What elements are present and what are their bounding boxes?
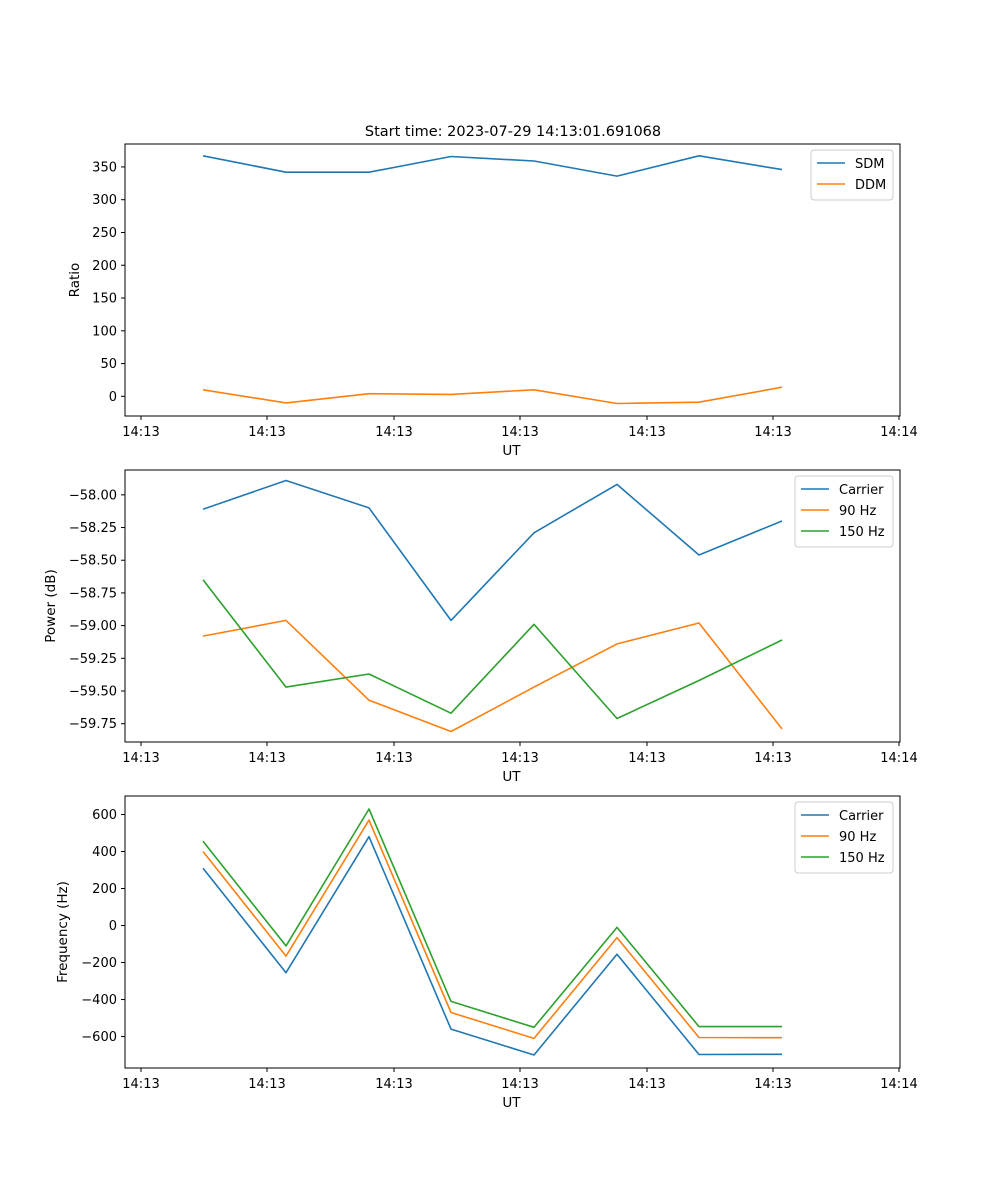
ratio-panel: 14:13 14:13 14:13 14:13 14:13 14:13 14:14 0 50 10…	[67, 143, 918, 459]
y-tick-label: 400	[92, 845, 117, 860]
y-tick-label: 150	[92, 292, 117, 307]
x-tick-label: 14:13	[501, 425, 538, 440]
y-tick-label: −58.00	[69, 488, 117, 503]
x-axis-label: UT	[502, 443, 521, 459]
legend-label: 150 Hz	[839, 851, 885, 866]
y-tick-label: 100	[92, 324, 117, 339]
axes-frame	[124, 469, 901, 743]
y-tick-label: 0	[109, 919, 117, 934]
frequency-panel: 14:13 14:13 14:13 14:13 14:13 14:13 14:14 600 40…	[55, 795, 918, 1111]
x-tick-label: 14:13	[375, 425, 412, 440]
x-tick-label: 14:13	[754, 751, 791, 766]
x-tick-label: 14:13	[122, 425, 159, 440]
x-tick-label: 14:13	[375, 751, 412, 766]
y-tick-label: 600	[92, 808, 117, 823]
y-tick-label: −600	[81, 1030, 117, 1045]
x-tick-label: 14:13	[501, 751, 538, 766]
axes-frame	[124, 795, 901, 1069]
legend-label: DDM	[855, 178, 886, 193]
x-tick-label: 14:13	[754, 1077, 791, 1092]
series-line-carrier	[202, 479, 783, 622]
legend-label: Carrier	[839, 809, 884, 824]
legend-box	[794, 475, 894, 548]
y-tick-label: 200	[92, 882, 117, 897]
x-tick-label: 14:13	[248, 751, 285, 766]
y-tick-label: −58.50	[69, 554, 117, 569]
legend-label: SDM	[855, 157, 884, 172]
series-line-sdm	[202, 155, 783, 177]
x-tick-label: 14:13	[754, 425, 791, 440]
y-tick-label: −59.00	[69, 619, 117, 634]
y-tick-label: 350	[92, 160, 117, 175]
y-tick-label: 250	[92, 226, 117, 241]
y-tick-label: −58.75	[69, 586, 117, 601]
y-tick-label: 200	[92, 259, 117, 274]
series-line-90-hz	[202, 819, 783, 1040]
series-line-ddm	[202, 386, 783, 405]
power-panel: 14:13 14:13 14:13 14:13 14:13 14:13 14:14 −58.0…	[43, 469, 918, 785]
y-tick-label: −58.25	[69, 521, 117, 536]
x-axis-label: UT	[502, 1095, 521, 1111]
x-tick-label: 14:14	[880, 1077, 917, 1092]
series-line-150-hz	[202, 579, 783, 720]
legend-label: 150 Hz	[839, 525, 885, 540]
series-line-150-hz	[202, 808, 782, 1029]
x-tick-label: 14:13	[248, 1077, 285, 1092]
x-tick-label: 14:13	[122, 1077, 159, 1092]
y-axis-label: Frequency (Hz)	[55, 881, 71, 983]
legend-label: 90 Hz	[839, 830, 876, 845]
series-line-90-hz	[202, 619, 783, 733]
series-line-carrier	[202, 835, 783, 1056]
y-tick-label: 0	[109, 390, 117, 405]
x-tick-label: 14:13	[501, 1077, 538, 1092]
x-tick-label: 14:13	[628, 1077, 665, 1092]
axes-frame	[124, 143, 901, 417]
x-tick-label: 14:14	[880, 751, 917, 766]
y-tick-label: 300	[92, 193, 117, 208]
y-axis-label: Power (dB)	[43, 569, 59, 642]
y-tick-label: −400	[81, 993, 117, 1008]
y-tick-label: −59.75	[69, 717, 117, 732]
x-tick-label: 14:13	[628, 751, 665, 766]
legend-label: Carrier	[839, 483, 884, 498]
x-tick-label: 14:13	[248, 425, 285, 440]
figure-title: Start time: 2023-07-29 14:13:01.691068	[365, 124, 661, 140]
legend-box	[794, 801, 894, 874]
y-axis-label: Ratio	[67, 263, 83, 298]
y-tick-label: −200	[81, 956, 117, 971]
legend-label: 90 Hz	[839, 504, 876, 519]
y-tick-label: −59.25	[69, 652, 117, 667]
x-tick-label: 14:14	[880, 425, 917, 440]
x-tick-label: 14:13	[122, 751, 159, 766]
x-tick-label: 14:13	[375, 1077, 412, 1092]
y-tick-label: −59.50	[69, 685, 117, 700]
y-tick-label: 50	[100, 357, 117, 372]
x-tick-label: 14:13	[628, 425, 665, 440]
x-axis-label: UT	[502, 769, 521, 785]
